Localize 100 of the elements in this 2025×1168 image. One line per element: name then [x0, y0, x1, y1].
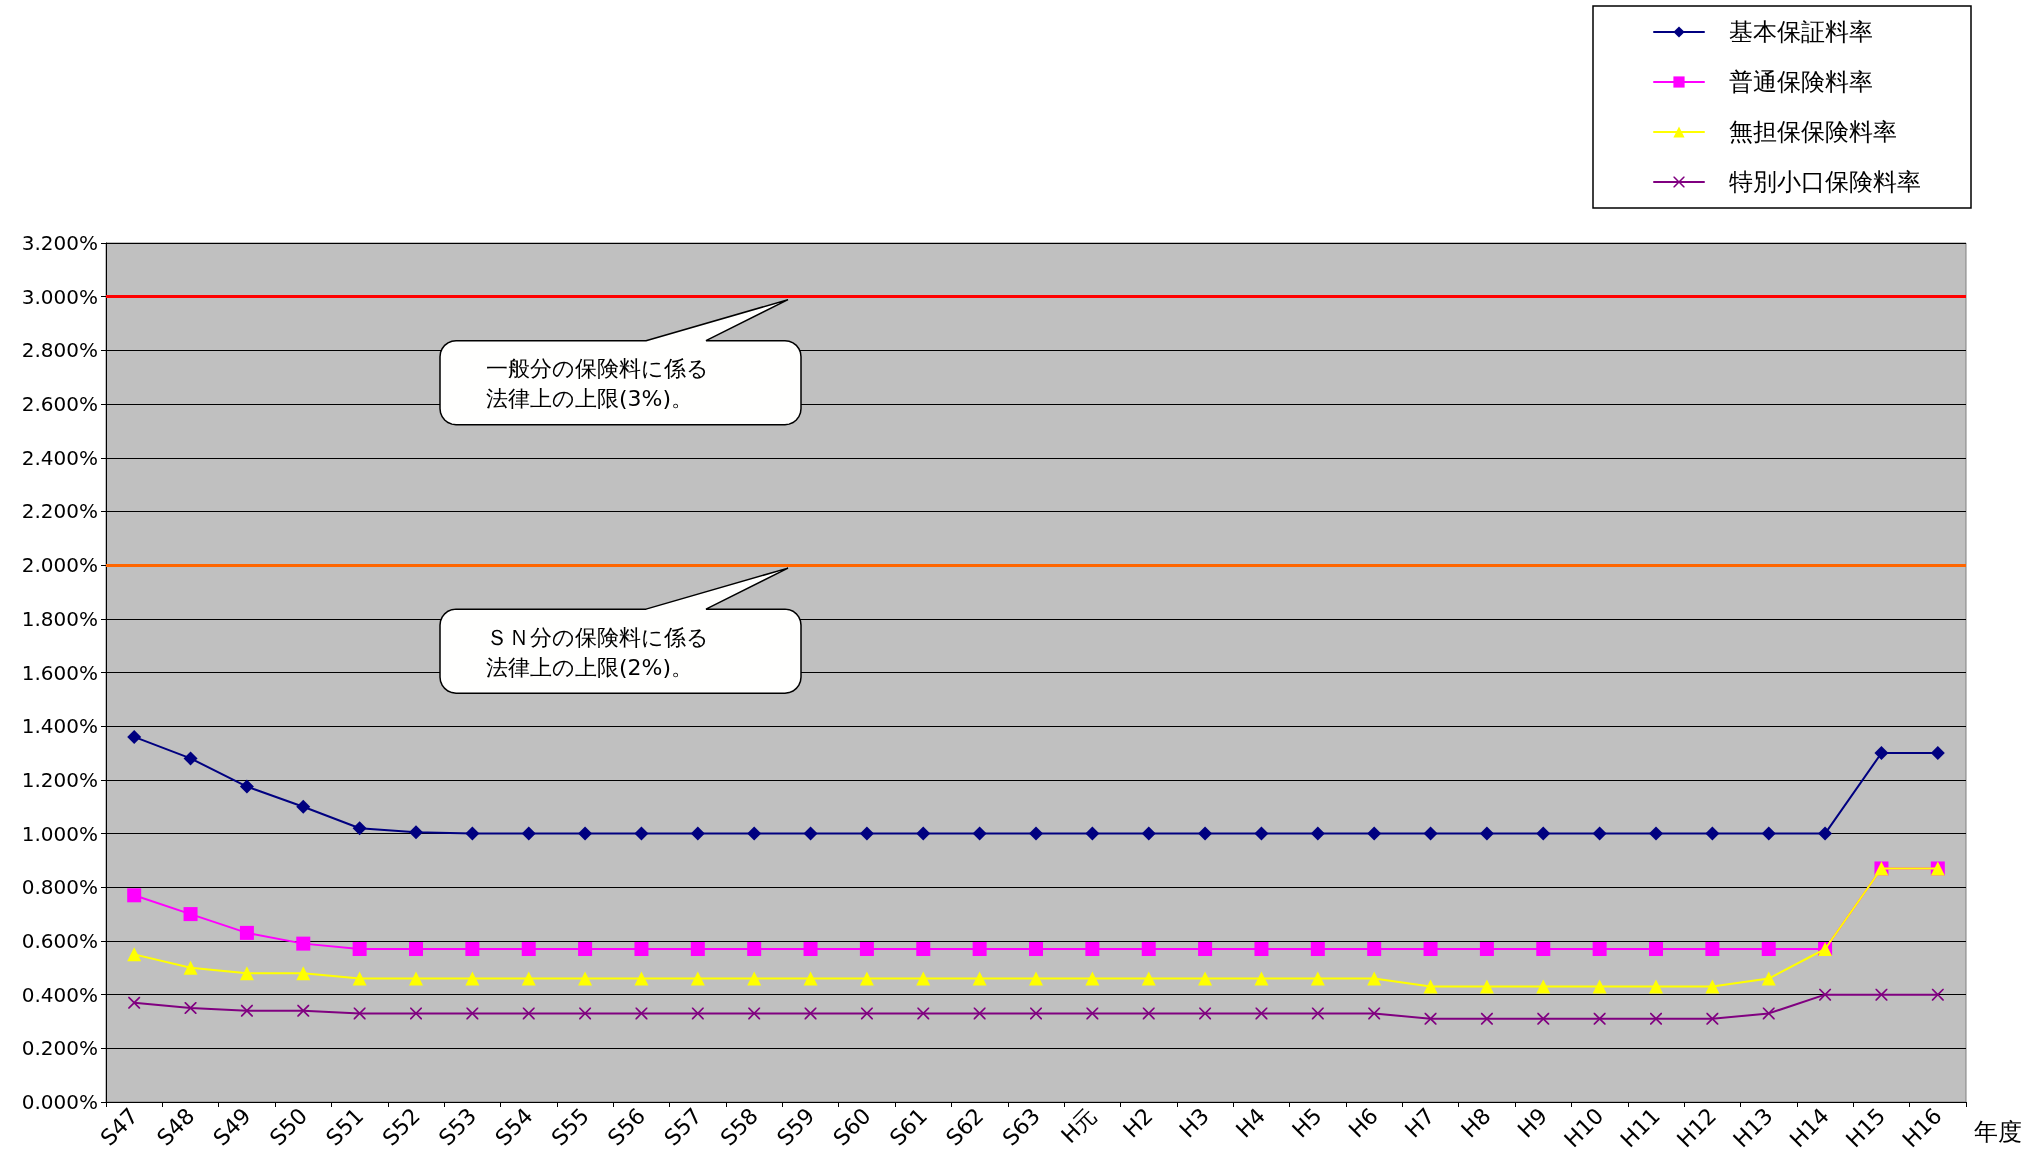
point [128, 996, 141, 1009]
point [183, 960, 198, 975]
point [1029, 971, 1043, 986]
point [521, 941, 536, 956]
y-tick-label: 2.000% [21, 553, 98, 578]
x-tick-label: S50 [264, 1103, 313, 1151]
x-tick-label: H元 [1056, 1103, 1102, 1149]
point [1818, 826, 1833, 841]
point [239, 966, 254, 981]
point [859, 941, 874, 956]
point [1423, 826, 1438, 841]
point [409, 971, 423, 986]
point [1479, 941, 1494, 956]
point [239, 779, 254, 794]
point [1367, 826, 1382, 841]
point [747, 941, 762, 956]
point [1536, 941, 1551, 956]
point [917, 1007, 930, 1020]
point [916, 971, 931, 986]
point [1762, 1007, 1775, 1020]
point [240, 1004, 253, 1017]
legend-label: 普通保険料率 [1729, 68, 1873, 96]
point [353, 1007, 366, 1020]
point [1705, 826, 1720, 841]
point [1198, 971, 1213, 986]
point [635, 1007, 648, 1020]
x-tick-label: H7 [1400, 1103, 1440, 1143]
point [973, 1007, 986, 1020]
point [1875, 988, 1888, 1001]
point [409, 825, 423, 840]
point [1930, 746, 1945, 761]
y-tick-label: 2.600% [21, 392, 98, 417]
x-tick-label: H2 [1118, 1103, 1158, 1143]
point [1874, 746, 1889, 761]
point [1255, 1007, 1268, 1020]
point [465, 971, 480, 986]
x-tick-label: S51 [321, 1103, 369, 1151]
point [1537, 1012, 1550, 1025]
point [747, 971, 762, 986]
x-tick-label: S62 [941, 1103, 989, 1151]
x-tick-label: H8 [1456, 1103, 1496, 1143]
y-tick-label: 1.600% [21, 660, 98, 685]
x-tick-label: H4 [1231, 1103, 1271, 1143]
x-tick-label: S60 [828, 1103, 876, 1151]
point [690, 971, 705, 986]
x-tick-label: H5 [1287, 1103, 1327, 1143]
ref-line-label: ＳＮ分の保険料に係る法律上の上限(2%)。 [486, 624, 709, 680]
y-tick-label: 1.000% [21, 821, 98, 846]
point [1085, 826, 1100, 841]
point [804, 1007, 817, 1020]
legend-label: 基本保証料率 [1729, 18, 1873, 46]
point [803, 941, 818, 956]
point [296, 966, 311, 981]
y-tick-label: 0.600% [21, 928, 98, 953]
x-tick-label: S53 [433, 1103, 482, 1151]
point [1141, 826, 1156, 841]
x-tick-label: S48 [152, 1103, 200, 1151]
y-tick-label: 1.800% [21, 606, 98, 631]
point [1310, 941, 1325, 956]
point [1592, 941, 1607, 956]
y-tick-label: 3.200% [21, 231, 98, 255]
point [972, 941, 987, 956]
point [521, 971, 536, 986]
point [578, 971, 593, 986]
y-tick-label: 3.000% [21, 284, 98, 309]
point [634, 971, 649, 986]
point [916, 941, 931, 956]
point [1536, 826, 1551, 841]
point [690, 826, 705, 841]
point [1198, 941, 1213, 956]
legend-label: 無担保保険料率 [1729, 118, 1897, 146]
y-tick-label: 2.800% [21, 338, 98, 363]
point [1254, 826, 1269, 841]
point [1761, 826, 1776, 841]
point [296, 936, 311, 951]
y-tick-label: 2.200% [21, 499, 98, 524]
point [1029, 941, 1043, 956]
point [1592, 979, 1607, 994]
point [1029, 826, 1043, 841]
point [1705, 941, 1720, 956]
point [578, 826, 593, 841]
point [1480, 1012, 1493, 1025]
point [1592, 826, 1607, 841]
y-tick-label: 2.400% [21, 445, 98, 470]
point [1141, 971, 1156, 986]
point [859, 826, 874, 841]
point [1367, 971, 1382, 986]
point [1649, 979, 1663, 994]
point [634, 941, 649, 956]
point [1085, 941, 1100, 956]
point [409, 941, 423, 956]
point [127, 729, 142, 744]
x-tick-label: S58 [715, 1103, 764, 1151]
point [183, 751, 198, 766]
point [522, 1007, 535, 1020]
point [1705, 979, 1720, 994]
point [1761, 971, 1776, 986]
point [803, 971, 818, 986]
x-tick-label: H3 [1174, 1103, 1214, 1143]
x-tick-label: S52 [377, 1103, 425, 1151]
